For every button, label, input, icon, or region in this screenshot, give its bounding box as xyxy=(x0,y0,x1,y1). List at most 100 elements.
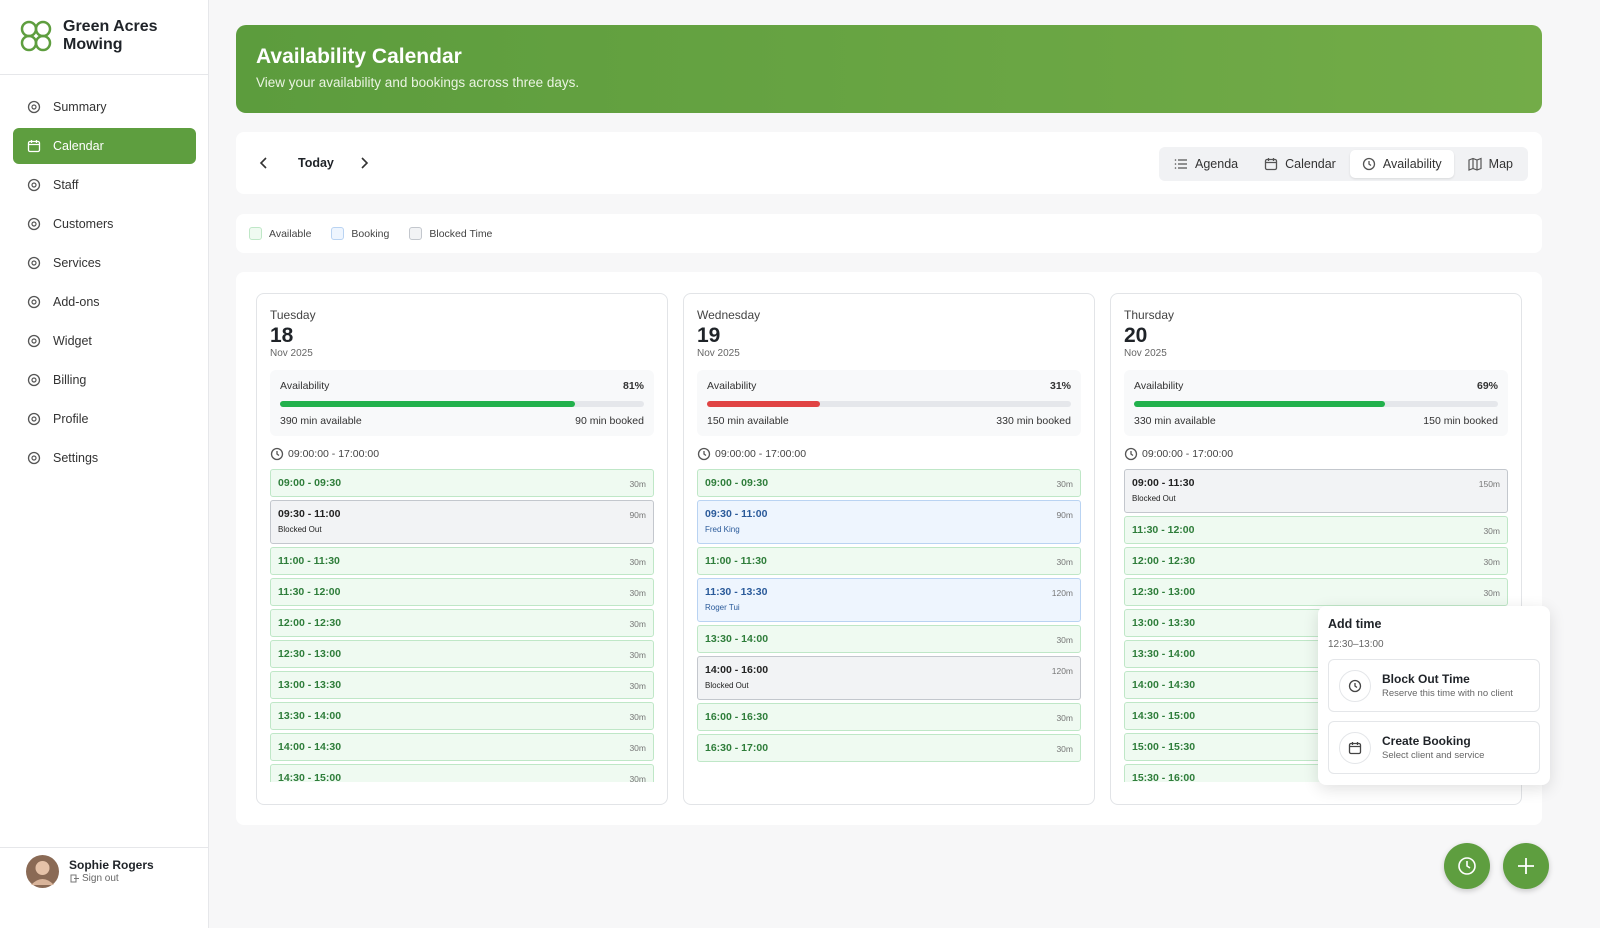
slot-time: 09:30 - 11:00 xyxy=(705,508,1073,520)
add-button[interactable] xyxy=(1503,843,1549,889)
view-tab[interactable]: Calendar xyxy=(1252,150,1348,178)
icon xyxy=(27,139,41,153)
slot-duration: 30m xyxy=(629,479,646,489)
legend-label: Available xyxy=(269,228,311,240)
availability-label: Availability xyxy=(280,380,329,392)
slot[interactable]: 12:30 - 13:0030m xyxy=(270,640,654,668)
view-label: Agenda xyxy=(1195,157,1238,171)
nav-label: Billing xyxy=(53,373,86,387)
prev[interactable] xyxy=(258,157,270,169)
day-number: 19 xyxy=(697,324,1081,348)
next[interactable] xyxy=(358,157,370,169)
slot[interactable]: 09:00 - 11:30150mBlocked Out xyxy=(1124,469,1508,513)
slot[interactable]: 11:00 - 11:3030m xyxy=(697,547,1081,575)
slot-time: 14:00 - 14:30 xyxy=(278,741,646,753)
nav: SummaryCalendarStaffCustomersServices Add… xyxy=(13,89,196,479)
slot[interactable]: 09:00 - 09:3030m xyxy=(697,469,1081,497)
slot-time: 11:30 - 12:00 xyxy=(278,586,646,598)
slot-duration: 90m xyxy=(1056,510,1073,520)
weekday: Wednesday xyxy=(697,308,1081,322)
slot[interactable]: 09:00 - 09:3030m xyxy=(270,469,654,497)
icon xyxy=(1457,856,1477,876)
slot[interactable]: 09:30 - 11:0090mBlocked Out xyxy=(270,500,654,544)
slot-duration: 30m xyxy=(629,743,646,753)
nav-item[interactable]: Add-ons xyxy=(13,284,196,320)
slot[interactable]: 14:00 - 16:00120mBlocked Out xyxy=(697,656,1081,700)
slots: 09:00 - 09:3030m 09:30 - 11:0090mBlocked … xyxy=(270,469,654,782)
icon xyxy=(1468,157,1482,171)
nav-item[interactable]: Settings xyxy=(13,440,196,476)
sign-out[interactable]: Sign out xyxy=(70,873,119,884)
icon xyxy=(697,447,711,461)
nav-item[interactable]: Customers xyxy=(13,206,196,242)
slot-time: 12:30 - 13:00 xyxy=(278,648,646,660)
nav-item[interactable]: Summary xyxy=(13,89,196,125)
nav-item[interactable]: Billing xyxy=(13,362,196,398)
slot-time: 11:30 - 12:00 xyxy=(1132,524,1500,536)
today[interactable]: Today xyxy=(298,156,334,170)
avatar xyxy=(26,855,59,888)
nav-item[interactable]: Widget xyxy=(13,323,196,359)
slot[interactable]: 14:30 - 15:0030m xyxy=(270,764,654,782)
sign-out-label: Sign out xyxy=(82,873,119,884)
slot-duration: 30m xyxy=(1483,526,1500,536)
legend-item: Blocked Time xyxy=(409,227,492,240)
slot[interactable]: 13:30 - 14:0030m xyxy=(270,702,654,730)
slot[interactable]: 09:30 - 11:0090mFred King xyxy=(697,500,1081,544)
slot-duration: 30m xyxy=(1056,635,1073,645)
slot[interactable]: 12:00 - 12:3030m xyxy=(1124,547,1508,575)
brand: Green Acres Mowing xyxy=(0,0,208,75)
hours: 09:00:00 - 17:00:00 xyxy=(270,447,654,461)
icon xyxy=(27,334,41,348)
nav-label: Widget xyxy=(53,334,92,348)
availability-track xyxy=(707,401,1071,407)
view-switcher: Agenda Calendar Availability Map xyxy=(1159,147,1528,181)
slot[interactable]: 16:00 - 16:3030m xyxy=(697,703,1081,731)
slot[interactable]: 11:30 - 13:30120mRoger Tui xyxy=(697,578,1081,622)
legend-item: Available xyxy=(249,227,311,240)
slot[interactable]: 12:30 - 13:0030m xyxy=(1124,578,1508,606)
slot[interactable]: 16:30 - 17:0030m xyxy=(697,734,1081,762)
slot[interactable]: 11:30 - 12:0030m xyxy=(1124,516,1508,544)
popover-option[interactable]: Create BookingSelect client and service xyxy=(1328,721,1540,774)
availability-label: Availability xyxy=(707,380,756,392)
slot[interactable]: 11:00 - 11:3030m xyxy=(270,547,654,575)
slot-note: Blocked Out xyxy=(1132,494,1500,503)
legend-label: Blocked Time xyxy=(429,228,492,240)
slot[interactable]: 13:30 - 14:0030m xyxy=(697,625,1081,653)
availability-label: Availability xyxy=(1134,380,1183,392)
slot[interactable]: 13:00 - 13:3030m xyxy=(270,671,654,699)
slot-duration: 120m xyxy=(1052,588,1073,598)
nav-label: Add-ons xyxy=(53,295,100,309)
nav-item[interactable]: Services xyxy=(13,245,196,281)
availability-bar xyxy=(1134,401,1385,407)
slot-time: 13:30 - 14:00 xyxy=(278,710,646,722)
hours-label: 09:00:00 - 17:00:00 xyxy=(1142,448,1233,460)
nav-item[interactable]: Calendar xyxy=(13,128,196,164)
nav-item[interactable]: Profile xyxy=(13,401,196,437)
view-label: Availability xyxy=(1383,157,1442,171)
slot[interactable]: 12:00 - 12:3030m xyxy=(270,609,654,637)
icon xyxy=(27,178,41,192)
view-tab[interactable]: Availability xyxy=(1350,150,1454,178)
slot-duration: 30m xyxy=(1056,713,1073,723)
availability-percent: 69% xyxy=(1477,380,1498,392)
availability: Availability31%150 min available330 min … xyxy=(697,370,1081,436)
month: Nov 2025 xyxy=(1124,348,1508,359)
view-label: Map xyxy=(1489,157,1513,171)
toolbar: Today Agenda Calendar Availability Map xyxy=(236,132,1542,194)
user: Sophie Rogers Sign out xyxy=(0,847,208,928)
slot[interactable]: 14:00 - 14:3030m xyxy=(270,733,654,761)
slot-time: 12:30 - 13:00 xyxy=(1132,586,1500,598)
title: Availability Calendar xyxy=(256,45,1522,69)
sidebar: Green Acres Mowing SummaryCalendarStaffC… xyxy=(0,0,209,928)
nav-item[interactable]: Staff xyxy=(13,167,196,203)
view-tab[interactable]: Agenda xyxy=(1162,150,1250,178)
view-tab[interactable]: Map xyxy=(1456,150,1525,178)
hours: 09:00:00 - 17:00:00 xyxy=(697,447,1081,461)
popover-option[interactable]: Block Out TimeReserve this time with no … xyxy=(1328,659,1540,712)
icon xyxy=(27,217,41,231)
time-button[interactable] xyxy=(1444,843,1490,889)
slot[interactable]: 11:30 - 12:0030m xyxy=(270,578,654,606)
